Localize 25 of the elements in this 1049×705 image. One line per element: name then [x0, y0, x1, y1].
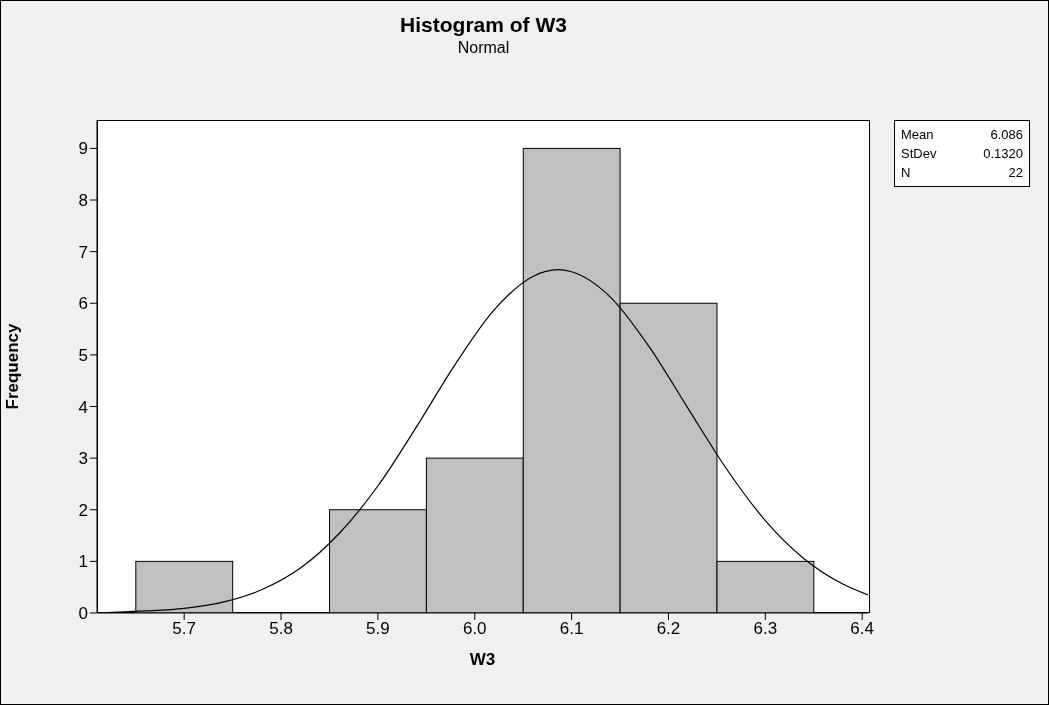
x-tick-label: 6.4: [850, 619, 875, 639]
y-tick-label: 1: [78, 552, 88, 572]
y-tick-label: 8: [78, 191, 88, 211]
y-tick-label: 7: [78, 242, 88, 262]
text: StDev 0.1320: [901, 146, 1023, 161]
y-tick-label: 0: [78, 604, 88, 624]
y-tick-label: 9: [78, 139, 88, 159]
y-tick-label: 6: [78, 294, 88, 314]
x-tick-label: 5.9: [366, 619, 390, 639]
chart-subtitle: Normal: [456, 39, 511, 57]
x-axis-title: W3: [469, 650, 496, 669]
y-tick-label: 3: [78, 449, 88, 469]
x-tick-label: 6.1: [559, 619, 584, 639]
x-tick-label: 5.8: [269, 619, 293, 639]
x-tick-label: 5.7: [172, 619, 196, 639]
y-tick-label: 2: [78, 500, 88, 520]
y-tick-label: 5: [78, 345, 88, 365]
x-tick-label: 6.2: [656, 619, 681, 639]
y-tick-label: 4: [78, 397, 88, 417]
text: N 22: [901, 165, 1023, 180]
chart-title: Histogram of W3: [399, 13, 568, 37]
y-axis-title: Frequency: [3, 322, 23, 410]
text: Mean 6.086: [901, 127, 1023, 142]
x-tick-label: 6.3: [753, 619, 778, 639]
x-tick-label: 6.0: [462, 619, 487, 639]
